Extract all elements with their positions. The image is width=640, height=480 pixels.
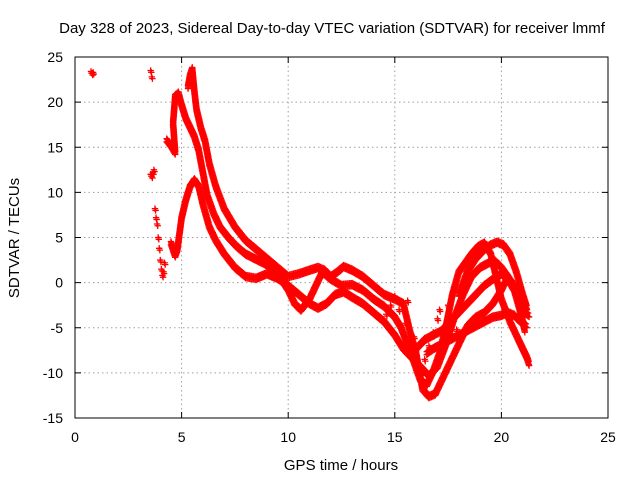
data-point — [161, 261, 169, 268]
data-point — [396, 308, 403, 315]
x-tick-labels: 0 5 10 15 20 25 — [71, 429, 616, 445]
data-point — [154, 222, 161, 229]
y-tick-label: 15 — [47, 139, 63, 155]
data-point — [379, 290, 386, 297]
data-point — [419, 369, 427, 377]
data-point — [152, 207, 159, 214]
data-point — [149, 75, 156, 82]
y-tick-label: 0 — [55, 275, 63, 291]
data-point — [90, 70, 97, 78]
data-point — [422, 357, 429, 365]
x-tick-label: 15 — [387, 429, 403, 445]
data-point — [411, 335, 418, 342]
x-tick-label: 20 — [494, 429, 510, 445]
data-point — [449, 315, 457, 322]
y-tick-label: -5 — [51, 320, 64, 336]
x-tick-label: 5 — [178, 429, 186, 445]
x-axis-label: GPS time / hours — [284, 457, 398, 474]
data-point — [160, 270, 168, 277]
data-point — [522, 320, 530, 328]
chart-title: Day 328 of 2023, Sidereal Day-to-day VTE… — [59, 20, 606, 37]
data-point — [523, 324, 531, 331]
data-point — [525, 362, 533, 369]
data-point — [521, 329, 529, 336]
data-point — [149, 174, 156, 182]
data-point — [405, 299, 412, 306]
data-point — [155, 236, 162, 243]
data-point — [426, 344, 433, 351]
data-point — [430, 330, 438, 338]
data-points — [87, 64, 533, 402]
data-point — [156, 246, 164, 254]
data-point — [437, 308, 444, 315]
data-point — [434, 317, 442, 324]
x-tick-label: 0 — [71, 429, 79, 445]
y-tick-labels: -15 -10 -5 0 5 10 15 20 25 — [43, 49, 63, 426]
data-point — [454, 328, 461, 335]
y-tick-label: 20 — [47, 94, 63, 110]
data-point — [159, 274, 167, 281]
x-tick-label: 25 — [600, 429, 616, 445]
data-point — [445, 303, 452, 311]
y-tick-label: 25 — [47, 49, 63, 65]
data-point — [523, 306, 531, 313]
data-point — [441, 335, 448, 342]
x-tick-label: 10 — [280, 429, 296, 445]
data-point — [151, 168, 158, 175]
y-tick-label: 10 — [47, 184, 63, 200]
y-tick-label: -15 — [43, 410, 63, 426]
data-point — [387, 303, 395, 311]
y-axis-label: SDTVAR / TECUs — [6, 178, 23, 298]
y-tick-label: -10 — [43, 365, 63, 381]
data-point — [157, 258, 165, 266]
axis-ticks — [74, 56, 609, 419]
data-point — [383, 312, 391, 320]
data-point — [375, 299, 382, 306]
data-point — [402, 321, 410, 329]
y-tick-label: 5 — [55, 230, 63, 246]
data-point — [521, 319, 529, 327]
data-point — [392, 294, 399, 302]
